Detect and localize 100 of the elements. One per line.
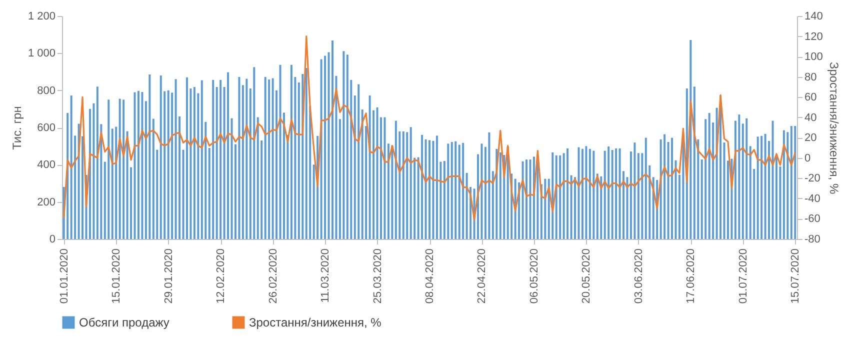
line-series: [63, 35, 796, 221]
bar: [615, 148, 618, 239]
bar: [167, 90, 170, 239]
bar: [667, 142, 670, 239]
bar: [320, 59, 322, 239]
bar: [555, 155, 558, 239]
bar: [272, 78, 274, 239]
bar: [570, 175, 572, 239]
x-tick-label: 12.02.2020: [215, 248, 228, 304]
bar: [600, 176, 602, 239]
bar: [227, 72, 230, 239]
x-tick-label: 25.03.2020: [372, 248, 384, 304]
bar: [581, 148, 584, 239]
bar: [186, 77, 188, 239]
x-tick-label: 01.07.2020: [737, 248, 750, 304]
bar: [368, 96, 371, 239]
bar: [111, 128, 114, 239]
bar: [342, 51, 345, 239]
bar: [522, 161, 524, 239]
x-tick-label: 08.04.2020: [424, 248, 436, 304]
bar: [596, 174, 598, 239]
bar: [756, 136, 759, 239]
bar: [794, 126, 796, 239]
y2-tick-label: 0: [804, 152, 811, 164]
bar: [384, 117, 386, 239]
bar: [134, 92, 136, 239]
bar: [592, 150, 595, 239]
bar: [115, 126, 118, 239]
bar: [220, 80, 222, 239]
bar: [559, 155, 562, 239]
x-tick-label: 26.02.2020: [267, 248, 280, 304]
x-tick-label: 01.01.2020: [58, 248, 70, 304]
bar: [253, 67, 256, 239]
bar: [693, 86, 696, 239]
y2-tick-label: -40: [804, 192, 820, 205]
bar: [480, 144, 483, 239]
bar: [618, 148, 621, 239]
x-tick-label: 06.05.2020: [528, 248, 540, 304]
bar: [268, 80, 270, 239]
bar: [782, 130, 785, 239]
bar: [764, 134, 766, 239]
bar: [775, 156, 778, 239]
bar: [604, 150, 606, 239]
bar: [585, 146, 588, 239]
bar: [394, 120, 397, 239]
y2-tick-label: 40: [804, 112, 817, 124]
y2-tick-label: 20: [804, 132, 817, 144]
bar: [402, 131, 404, 239]
bar: [749, 146, 752, 239]
bar: [424, 139, 427, 239]
bar: [708, 113, 710, 239]
x-tick-label: 22.04.2020: [476, 248, 488, 304]
bar: [432, 140, 434, 239]
bar: [637, 153, 640, 239]
x-tick-label: 17.06.2020: [685, 248, 698, 304]
bar: [122, 100, 125, 239]
bar: [152, 118, 154, 239]
y2-tick-label: -20: [804, 172, 820, 185]
bar: [447, 144, 450, 239]
bar: [436, 136, 438, 239]
bar: [331, 40, 334, 239]
bar: [566, 148, 569, 239]
y2-tick-label: -60: [804, 213, 820, 226]
bar: [644, 138, 647, 239]
bar: [790, 126, 792, 239]
bar: [421, 134, 424, 239]
y-tick-label: 600: [37, 122, 56, 134]
bar: [458, 144, 460, 239]
bar: [358, 84, 360, 239]
bar: [171, 92, 174, 239]
bar: [772, 120, 774, 239]
bar: [488, 132, 490, 239]
bar: [704, 119, 707, 239]
bar: [462, 142, 464, 239]
bar: [588, 148, 591, 239]
bar: [92, 103, 95, 239]
bar: [324, 56, 326, 239]
bar: [760, 136, 763, 239]
bar: [499, 152, 502, 239]
y-axis-title: Тис. грн: [10, 106, 24, 150]
bar: [634, 142, 636, 239]
bar: [141, 92, 144, 239]
y2-tick-label: 140: [804, 10, 823, 22]
bar: [305, 68, 308, 239]
bar: [611, 150, 614, 239]
legend-label: Обсяги продажу: [79, 316, 170, 330]
bar: [160, 75, 162, 239]
bar: [246, 78, 248, 239]
y2-tick-label: 120: [804, 30, 823, 43]
bar: [148, 74, 151, 239]
bar: [726, 160, 729, 239]
bar: [200, 80, 203, 239]
bar: [738, 114, 740, 239]
bar: [466, 172, 468, 239]
bar: [410, 127, 412, 239]
bar: [450, 142, 453, 239]
y2-tick-label: 100: [804, 51, 823, 64]
bar: [108, 100, 110, 239]
x-tick-label: 15.07.2020: [790, 248, 802, 304]
bar: [544, 178, 546, 239]
